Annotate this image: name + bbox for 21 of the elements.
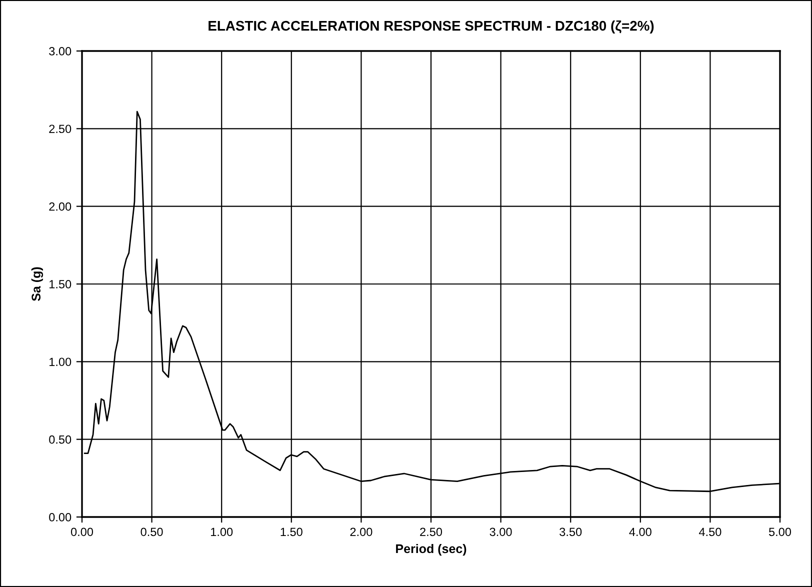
x-tick-label: 3.00 bbox=[490, 528, 512, 536]
x-tick-label: 0.00 bbox=[70, 528, 94, 536]
y-tick-label: 1.00 bbox=[50, 358, 72, 366]
chart-title: ELASTIC ACCELERATION RESPONSE SPECTRUM - DZC180 (ζ=2%) bbox=[208, 20, 654, 34]
x-axis-title: Period (sec) bbox=[396, 544, 466, 556]
y-tick-label: 2.00 bbox=[49, 202, 72, 211]
x-tick-label: 1.50 bbox=[280, 528, 302, 536]
y-tick-label: 0.50 bbox=[49, 435, 72, 444]
x-tick-label: 5.00 bbox=[768, 528, 792, 536]
x-tick-label: 2.50 bbox=[420, 528, 442, 536]
y-tick-label: 0.00 bbox=[49, 513, 72, 522]
y-tick-label: 2.50 bbox=[49, 124, 72, 134]
x-tick-label: 1.00 bbox=[211, 528, 233, 536]
y-tick-label: 3.00 bbox=[49, 47, 72, 56]
y-axis-title: Sa (g) bbox=[31, 267, 44, 301]
x-tick-label: 0.50 bbox=[140, 528, 163, 536]
x-tick-label: 2.00 bbox=[350, 528, 372, 536]
x-tick-label: 4.00 bbox=[629, 528, 652, 536]
y-tick-label: 1.50 bbox=[50, 280, 72, 288]
x-tick-label: 4.50 bbox=[698, 528, 722, 536]
x-tick-label: 3.50 bbox=[560, 528, 582, 536]
